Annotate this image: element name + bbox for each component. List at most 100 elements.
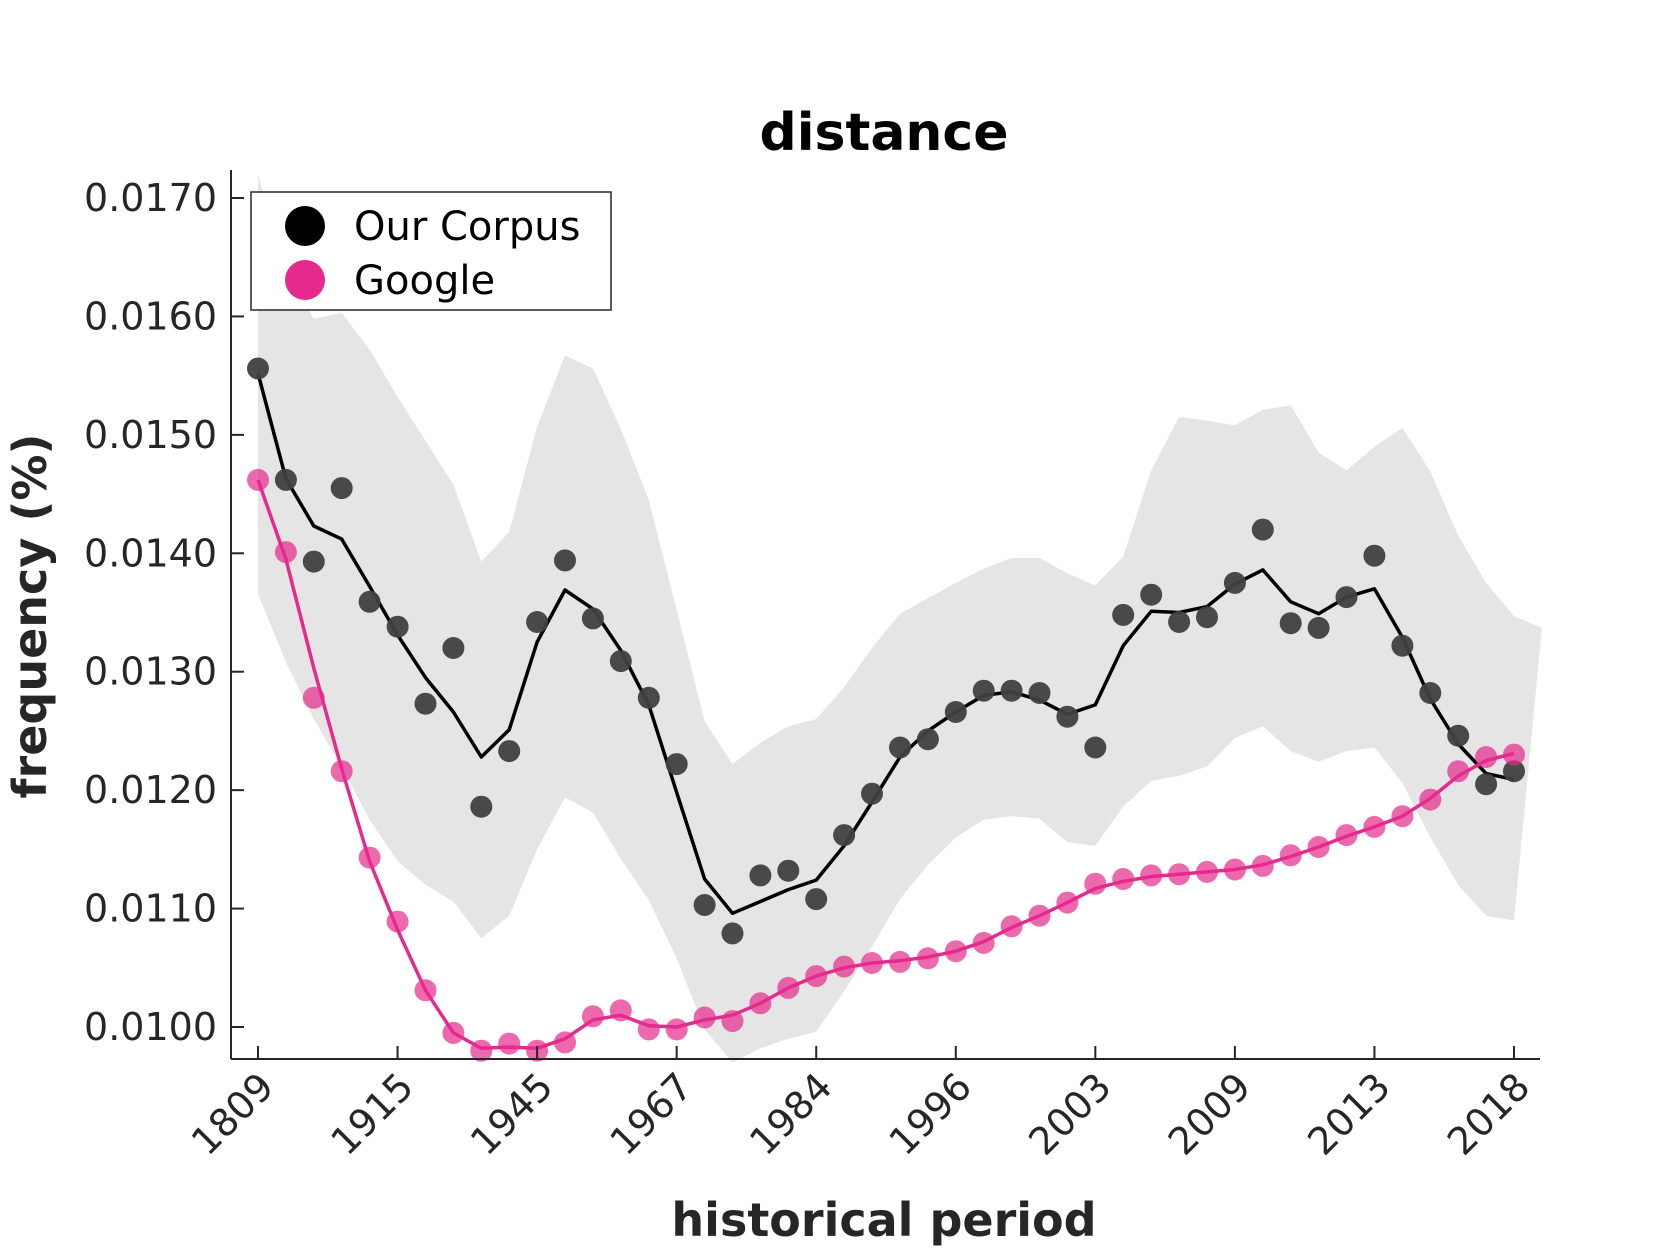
data-point-google — [247, 468, 269, 491]
legend: Our Corpus Google — [250, 191, 612, 311]
data-point-google — [1196, 860, 1218, 883]
y-tick-label: 0.0110 — [84, 887, 217, 931]
data-point-google — [1251, 854, 1274, 877]
data-point-our-corpus — [442, 637, 465, 659]
data-point-google — [1279, 844, 1302, 867]
data-point-google — [1391, 805, 1414, 828]
data-point-our-corpus — [1279, 612, 1302, 635]
x-tick-label: 1984 — [741, 1064, 841, 1164]
data-point-google — [414, 979, 437, 1002]
x-tick-label: 1809 — [183, 1064, 283, 1164]
data-point-our-corpus — [889, 736, 911, 759]
data-point-our-corpus — [665, 753, 688, 776]
data-point-google — [609, 999, 632, 1022]
x-tick-label: 1915 — [322, 1064, 422, 1164]
data-point-google — [637, 1018, 660, 1041]
data-point-our-corpus — [554, 549, 576, 572]
data-point-our-corpus — [721, 922, 744, 945]
data-point-our-corpus — [581, 607, 604, 630]
y-tick-label: 0.0140 — [84, 531, 217, 575]
data-point-our-corpus — [777, 859, 800, 882]
data-point-google — [805, 965, 828, 988]
data-point-our-corpus — [805, 888, 828, 911]
data-point-google — [1056, 891, 1079, 914]
y-axis-title: frequency (%) — [3, 434, 57, 799]
data-point-our-corpus — [1335, 586, 1358, 609]
data-point-google — [1307, 836, 1330, 858]
data-point-our-corpus — [916, 728, 939, 751]
data-point-our-corpus — [861, 782, 883, 805]
data-point-our-corpus — [1196, 606, 1218, 629]
data-point-our-corpus — [1140, 583, 1163, 606]
data-point-our-corpus — [749, 864, 772, 887]
data-point-google — [777, 976, 800, 999]
data-point-google — [1419, 788, 1442, 811]
x-tick-label: 1996 — [881, 1064, 981, 1164]
data-point-google — [721, 1010, 744, 1033]
data-point-google — [498, 1032, 521, 1055]
y-tick-label: 0.0120 — [84, 768, 217, 812]
data-point-google — [1112, 868, 1135, 890]
data-point-google — [330, 760, 353, 783]
data-point-our-corpus — [247, 357, 269, 380]
confidence-band-layer — [258, 174, 1542, 1063]
confidence-band-our-corpus — [258, 174, 1542, 1063]
data-point-google — [386, 910, 409, 933]
x-ticks: 1809 1915 1945 1967 1984 1996 2003 2009 2013 2018 — [183, 1046, 1538, 1164]
data-point-our-corpus — [693, 894, 716, 916]
data-point-google — [1223, 858, 1246, 881]
data-point-our-corpus — [1363, 544, 1386, 567]
data-point-our-corpus — [972, 679, 995, 702]
data-point-google — [1084, 872, 1107, 895]
data-point-google — [1503, 743, 1525, 766]
data-point-google — [665, 1018, 688, 1041]
data-point-our-corpus — [1168, 611, 1191, 633]
data-point-google — [554, 1031, 576, 1054]
data-point-google — [302, 686, 325, 709]
data-point-our-corpus — [1028, 682, 1051, 704]
data-point-google — [470, 1039, 493, 1062]
data-point-google — [442, 1021, 465, 1044]
data-point-google — [1475, 746, 1498, 768]
data-point-our-corpus — [1084, 736, 1107, 759]
data-point-our-corpus — [609, 650, 632, 673]
series-line-layer — [256, 372, 1515, 1051]
y-tick-label: 0.0150 — [84, 413, 217, 457]
x-tick-label: 1967 — [602, 1064, 702, 1164]
data-point-google — [749, 992, 772, 1015]
series-line-google — [256, 479, 1515, 1051]
data-point-our-corpus — [637, 686, 660, 709]
data-point-layer — [247, 357, 1525, 1062]
y-tick-label: 0.0100 — [84, 1005, 217, 1049]
data-point-our-corpus — [1307, 616, 1330, 639]
data-point-google — [833, 955, 856, 978]
data-point-our-corpus — [386, 615, 409, 638]
data-point-our-corpus — [1391, 634, 1414, 657]
data-point-google — [944, 940, 967, 963]
chart-title: distance — [759, 103, 1008, 163]
data-point-our-corpus — [1112, 603, 1135, 626]
y-ticks: 0.0100 0.0110 0.0120 0.0130 0.0140 0.0150 0.01… — [84, 176, 244, 1049]
y-tick-label: 0.0130 — [84, 650, 217, 694]
data-point-google — [1000, 915, 1023, 938]
data-point-our-corpus — [498, 740, 521, 763]
x-tick-label: 2009 — [1160, 1064, 1260, 1164]
data-point-our-corpus — [1056, 705, 1079, 728]
data-point-our-corpus — [470, 795, 493, 818]
data-point-our-corpus — [1475, 773, 1498, 796]
data-point-google — [1140, 864, 1163, 887]
data-point-google — [916, 947, 939, 970]
data-point-google — [972, 931, 995, 954]
data-point-google — [1335, 824, 1358, 847]
x-tick-label: 2013 — [1299, 1064, 1399, 1164]
data-point-google — [1363, 815, 1386, 838]
x-tick-label: 2003 — [1020, 1064, 1120, 1164]
data-point-our-corpus — [1223, 571, 1246, 594]
data-point-google — [1447, 760, 1470, 783]
data-point-our-corpus — [1447, 724, 1470, 747]
data-point-google — [581, 1005, 604, 1028]
data-point-our-corpus — [526, 611, 549, 633]
x-axis-title: historical period — [671, 1193, 1096, 1247]
legend-marker-google — [285, 260, 325, 300]
legend-label-our-corpus: Our Corpus — [354, 204, 580, 250]
